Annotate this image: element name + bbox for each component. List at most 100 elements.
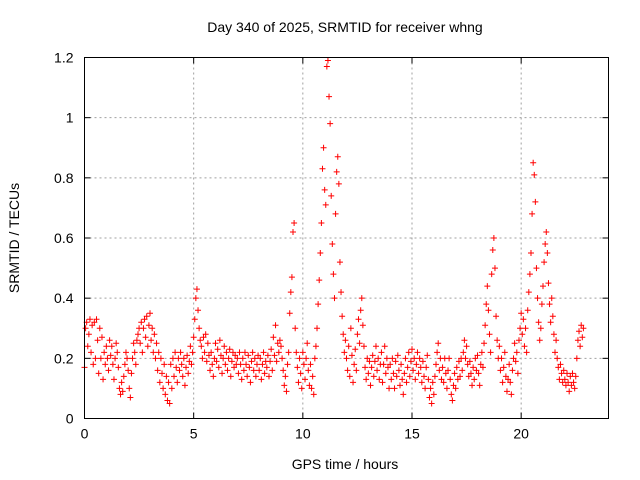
data-point-plus: [241, 349, 248, 356]
data-point-plus: [423, 364, 430, 371]
data-point-plus: [519, 331, 526, 338]
data-point-plus: [509, 367, 516, 374]
data-point-plus: [510, 355, 517, 362]
data-point-plus: [364, 355, 371, 362]
data-point-plus: [286, 310, 293, 317]
data-point-plus: [515, 337, 522, 344]
data-point-plus: [98, 334, 105, 341]
data-point-plus: [149, 325, 156, 332]
data-point-plus: [579, 334, 586, 341]
data-point-plus: [543, 228, 550, 235]
data-point-plus: [181, 382, 188, 389]
data-point-plus: [353, 367, 360, 374]
data-point-plus: [91, 319, 98, 326]
x-tick-label: 0: [81, 426, 89, 442]
data-point-plus: [322, 201, 329, 208]
data-point-plus: [261, 370, 268, 377]
data-point-plus: [88, 349, 95, 356]
data-point-plus: [129, 355, 136, 362]
data-point-plus: [148, 337, 155, 344]
data-point-plus: [466, 358, 473, 365]
data-point-plus: [484, 283, 491, 290]
y-tick-label: 1: [66, 110, 74, 126]
data-point-plus: [237, 361, 244, 368]
data-point-plus: [338, 289, 345, 296]
data-point-plus: [507, 379, 514, 386]
data-point-plus: [545, 280, 552, 287]
data-point-plus: [163, 373, 170, 380]
data-point-plus: [160, 385, 167, 392]
data-point-plus: [260, 349, 267, 356]
data-point-plus: [197, 337, 204, 344]
data-point-plus: [429, 379, 436, 386]
data-point-plus: [489, 247, 496, 254]
data-point-plus: [493, 313, 500, 320]
data-point-plus: [323, 63, 330, 70]
data-point-plus: [145, 322, 152, 329]
data-point-plus: [452, 385, 459, 392]
data-point-plus: [259, 361, 266, 368]
data-point-plus: [412, 376, 419, 383]
data-point-plus: [462, 355, 469, 362]
data-point-plus: [314, 325, 321, 332]
data-point-plus: [522, 325, 529, 332]
data-point-plus: [367, 382, 374, 389]
data-point-plus: [305, 367, 312, 374]
data-point-plus: [536, 337, 543, 344]
data-point-plus: [453, 364, 460, 371]
data-point-plus: [443, 385, 450, 392]
data-point-plus: [222, 361, 229, 368]
data-point-plus: [570, 379, 577, 386]
data-point-plus: [307, 361, 314, 368]
data-point-plus: [104, 355, 111, 362]
data-point-plus: [494, 337, 501, 344]
data-point-plus: [130, 340, 137, 347]
x-tick-label: 10: [295, 426, 311, 442]
data-point-plus: [427, 385, 434, 392]
data-point-plus: [115, 364, 122, 371]
data-point-plus: [151, 331, 158, 338]
data-point-plus: [472, 355, 479, 362]
data-point-plus: [396, 382, 403, 389]
data-point-plus: [347, 325, 354, 332]
data-point-plus: [267, 358, 274, 365]
data-point-plus: [341, 349, 348, 356]
data-point-plus: [120, 373, 127, 380]
data-point-plus: [355, 316, 362, 323]
data-point-plus: [430, 391, 437, 398]
data-point-plus: [209, 361, 216, 368]
data-point-plus: [212, 340, 219, 347]
data-point-plus: [253, 361, 260, 368]
data-point-plus: [144, 343, 151, 350]
data-point-plus: [125, 367, 132, 374]
data-point-plus: [228, 358, 235, 365]
data-point-plus: [529, 210, 536, 217]
data-point-plus: [238, 376, 245, 383]
data-point-plus: [469, 382, 476, 389]
data-point-plus: [527, 250, 534, 257]
data-point-plus: [350, 379, 357, 386]
data-point-plus: [204, 340, 211, 347]
data-point-plus: [128, 370, 135, 377]
x-tick-label: 5: [190, 426, 198, 442]
data-point-plus: [360, 343, 367, 350]
data-point-plus: [167, 361, 174, 368]
data-point-plus: [210, 373, 217, 380]
x-tick-label: 15: [404, 426, 420, 442]
data-point-plus: [100, 376, 107, 383]
data-point-plus: [490, 235, 497, 241]
data-point-plus: [564, 370, 571, 377]
data-point-plus: [252, 373, 259, 380]
data-point-plus: [205, 352, 212, 359]
data-point-plus: [169, 355, 176, 362]
data-point-plus: [183, 364, 190, 371]
data-point-plus: [315, 301, 322, 308]
data-point-plus: [334, 153, 341, 160]
data-point-plus: [418, 379, 425, 386]
x-axis-ticks: 0 5 10 15 20: [81, 57, 529, 442]
data-point-plus: [402, 355, 409, 362]
data-point-plus: [174, 379, 181, 386]
data-point-plus: [533, 265, 540, 272]
data-point-plus: [520, 316, 527, 323]
data-point-plus: [311, 355, 318, 362]
